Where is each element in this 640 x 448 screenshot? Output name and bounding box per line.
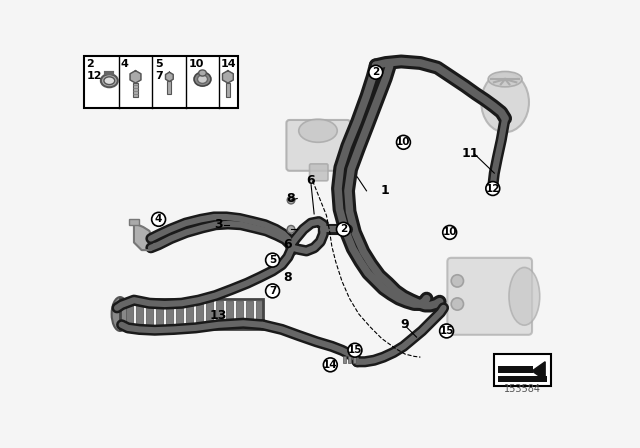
Text: 15: 15 [439,326,454,336]
Circle shape [348,343,362,357]
Ellipse shape [268,285,278,293]
Circle shape [369,65,383,79]
Ellipse shape [111,297,129,331]
Bar [156,301,163,327]
Bar [166,301,173,327]
Ellipse shape [509,267,540,325]
Bar [353,356,356,362]
Text: 4: 4 [155,214,163,224]
Circle shape [323,358,337,372]
Circle shape [287,196,295,204]
Bar [227,301,234,327]
Text: 153584: 153584 [504,384,541,394]
Ellipse shape [299,119,337,142]
Text: 10: 10 [396,137,411,147]
Ellipse shape [442,326,452,333]
Bar [186,301,193,327]
Circle shape [152,212,166,226]
Bar [344,356,346,362]
Polygon shape [223,71,234,83]
Bar [498,375,547,382]
Ellipse shape [350,346,360,354]
Bar [498,366,533,373]
Text: 6: 6 [284,238,292,251]
Bar [126,301,133,327]
Circle shape [440,324,454,338]
Ellipse shape [194,72,211,86]
Bar [216,301,223,327]
FancyBboxPatch shape [287,120,350,171]
Circle shape [266,253,280,267]
Bar [493,354,551,386]
Text: 9: 9 [401,318,410,332]
Bar [136,301,143,327]
Circle shape [337,222,350,236]
Bar [147,301,153,327]
Bar [246,301,253,327]
Ellipse shape [486,183,499,194]
Text: 14: 14 [323,360,338,370]
Ellipse shape [488,72,522,87]
Ellipse shape [101,74,118,87]
Ellipse shape [451,275,463,287]
Text: 8: 8 [284,271,292,284]
Text: 2: 2 [340,224,347,234]
Ellipse shape [481,72,529,132]
Bar [129,220,139,225]
Bar [236,301,243,327]
Polygon shape [130,71,141,83]
Text: 13: 13 [210,309,227,322]
Text: 7: 7 [269,286,276,296]
Ellipse shape [198,75,207,83]
Polygon shape [134,223,155,250]
Circle shape [266,284,280,298]
Bar [176,301,183,327]
Text: 15: 15 [348,345,362,355]
Bar [196,301,204,327]
Ellipse shape [325,361,335,369]
Polygon shape [166,72,173,82]
Text: 1: 1 [381,184,389,197]
Text: 2: 2 [372,67,380,77]
Ellipse shape [268,256,278,264]
Ellipse shape [490,186,496,191]
Text: 11: 11 [461,147,479,160]
FancyBboxPatch shape [310,164,328,181]
Bar [206,301,213,327]
Text: 3: 3 [214,218,223,231]
Circle shape [397,135,410,149]
Text: 4: 4 [121,59,129,69]
Circle shape [443,225,456,239]
Text: 12: 12 [486,184,500,194]
Bar [133,83,138,97]
Text: 5: 5 [269,255,276,265]
Polygon shape [532,362,545,380]
Bar [348,356,351,362]
Text: 2
12: 2 12 [86,59,102,81]
Text: 14: 14 [221,59,237,69]
Ellipse shape [104,77,115,85]
Bar [120,299,262,329]
Text: 6: 6 [307,174,316,187]
Circle shape [486,181,500,195]
Bar [257,301,263,327]
Text: 10: 10 [189,59,204,69]
Text: 5
7: 5 7 [155,59,163,81]
Bar [225,83,230,97]
Ellipse shape [451,298,463,310]
FancyBboxPatch shape [447,258,532,335]
Ellipse shape [198,70,206,76]
Text: 8: 8 [287,192,295,205]
Circle shape [287,225,295,233]
Bar [168,82,172,94]
Bar [84,56,238,108]
Text: 10: 10 [442,228,457,237]
